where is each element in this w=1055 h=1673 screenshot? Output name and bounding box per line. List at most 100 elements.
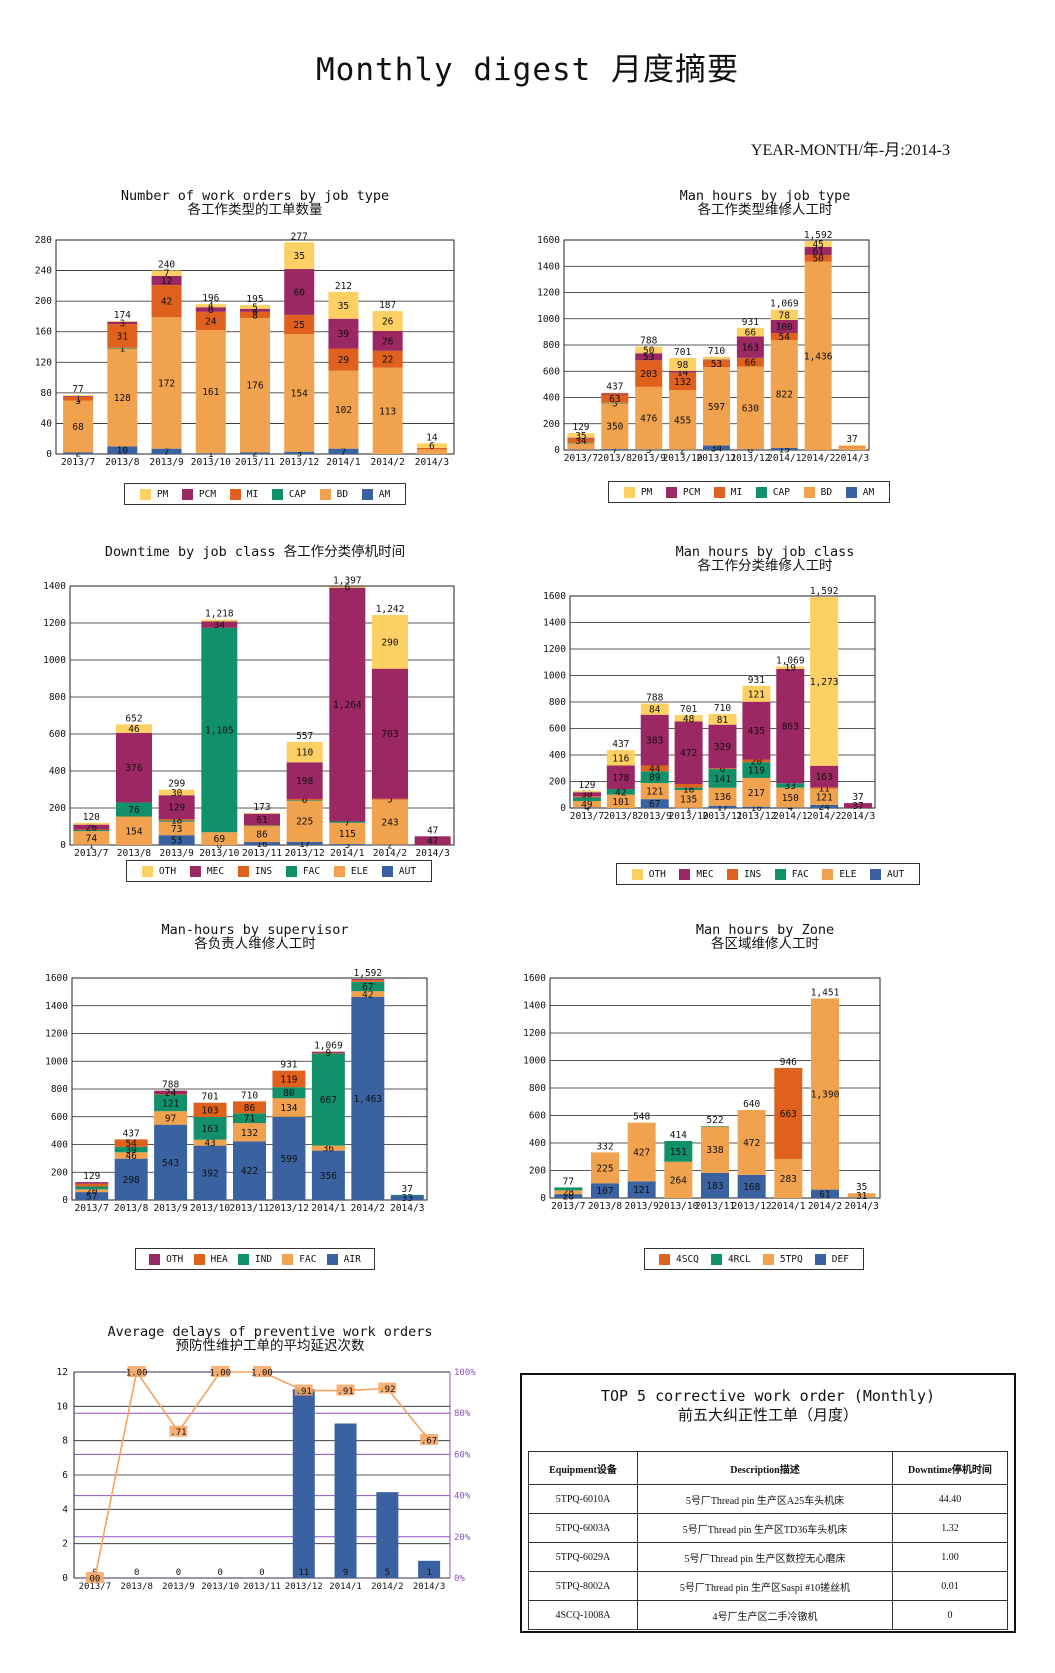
data-label: 18 (683, 784, 695, 795)
line-marker (169, 1425, 188, 1437)
data-label: 172 (158, 378, 175, 389)
total-label: 437 (612, 739, 629, 750)
data-label: 20 (86, 1186, 98, 1197)
data-label: 30 (171, 788, 183, 799)
bar-segment (703, 445, 730, 450)
bar-segment (770, 448, 798, 450)
data-label: 63 (609, 394, 620, 405)
data-label: 472 (743, 1138, 760, 1149)
bar-segment (736, 336, 764, 358)
legend-swatch (319, 488, 331, 500)
y-tick-label: 1200 (537, 288, 560, 299)
y-tick-label: 800 (543, 340, 560, 351)
line-label: 1.00 (126, 1369, 148, 1379)
data-label: 34 (575, 436, 587, 447)
data-label: 136 (714, 792, 731, 803)
bar-segment (284, 269, 315, 315)
bar-segment (151, 275, 182, 286)
y-tick-label: 8 (62, 1436, 68, 1447)
cell-equipment: 5TPQ-6010A (528, 1484, 638, 1514)
data-label: 71 (244, 1114, 256, 1125)
data-label: 121 (162, 1098, 179, 1109)
legend-label: INS (744, 868, 762, 880)
legend-label: PCM (198, 488, 217, 500)
data-label: 97 (165, 1113, 176, 1124)
bar-segment (708, 787, 737, 806)
total-label: 14 (426, 432, 438, 443)
data-label: 178 (612, 773, 629, 784)
legend-swatch (814, 1253, 826, 1265)
legend-swatch (361, 488, 373, 500)
bar-segment (116, 732, 152, 803)
bar-segment (201, 832, 238, 845)
y-tick-label: 240 (35, 266, 52, 277)
data-label: 203 (640, 369, 657, 380)
legend-item: MI (229, 488, 258, 500)
y-tick-label: 0 (62, 1573, 68, 1584)
y-tick-label: 80 (41, 388, 53, 399)
legend-swatch (229, 488, 241, 500)
y-tick-label: 1600 (537, 235, 560, 246)
bar-segment (272, 1116, 306, 1200)
legend-item: ELE (822, 868, 857, 880)
bar-segment (272, 1070, 306, 1088)
bar-segment (838, 447, 866, 450)
y-tick-label: 1600 (543, 591, 566, 602)
bar-segment (674, 721, 703, 785)
y-tick-label: 200 (549, 777, 566, 788)
bar-segment (701, 1172, 729, 1198)
bar-segment (158, 820, 195, 822)
data-label: 25 (293, 320, 304, 331)
data-label: 15 (779, 445, 790, 456)
data-label: 2 (680, 445, 686, 456)
x-tick-label: 2014/1 (326, 457, 361, 468)
bar-label: 0 (218, 1568, 223, 1578)
chart-panel-pm-delays: Average delays of preventive work orders… (20, 1322, 520, 1662)
data-label: 50 (643, 345, 655, 356)
total-label: 1,592 (354, 968, 383, 979)
bar-segment (640, 714, 669, 766)
y-tick-label: 800 (549, 697, 566, 708)
bar-segment (233, 1123, 266, 1142)
bar-segment (73, 824, 110, 830)
data-label: 183 (706, 1181, 723, 1192)
legend-item: AUT (870, 868, 904, 880)
bar-segment (328, 348, 359, 371)
x-tick-label: 2013/8 (588, 1201, 623, 1212)
chart-legend: 4SCQ 4RCL 5TPQ DEF (644, 1248, 864, 1270)
bar-segment (811, 1189, 839, 1198)
y-tick-label: 2 (62, 1539, 68, 1550)
legend-item: 5TPQ (762, 1253, 803, 1265)
y-tick-label: 0 (540, 1193, 546, 1204)
data-label: 12 (161, 276, 172, 287)
table-row: 4SCQ-1008A 4号厂生产区二手冷镦机 0 (528, 1600, 1008, 1630)
data-label: 5 (387, 795, 393, 806)
x-tick-label: 2014/2 (808, 1201, 842, 1212)
legend-item: AM (361, 488, 390, 500)
data-label: 703 (381, 729, 398, 740)
bar-segment (107, 347, 138, 349)
data-label: 46 (125, 1151, 137, 1162)
y-tick-label: 200 (543, 419, 560, 430)
x-tick-label: 2013/11 (229, 1203, 269, 1214)
line-label: 00 (89, 1575, 100, 1585)
y2-tick-label: 0% (454, 1574, 465, 1584)
bar-segment (742, 762, 771, 778)
y-tick-label: 160 (35, 327, 52, 338)
data-label: 18 (171, 815, 183, 826)
data-label: 34 (711, 443, 723, 454)
data-label: 455 (674, 415, 691, 426)
x-tick-label: 2013/9 (638, 811, 673, 822)
data-label: 66 (745, 328, 757, 339)
cell-equipment: 5TPQ-6003A (528, 1513, 638, 1543)
bar-segment (328, 291, 359, 319)
bar-segment (591, 1152, 619, 1184)
data-label: 14 (677, 367, 689, 378)
total-label: 788 (646, 693, 663, 704)
y-tick-label: 600 (549, 724, 566, 735)
chart-svg: 020040060080010001200140016002013/734351… (537, 230, 870, 464)
bar-segment (107, 348, 138, 447)
data-label: 80 (283, 1088, 295, 1099)
legend-swatch (623, 486, 635, 498)
line-marker (127, 1366, 146, 1377)
